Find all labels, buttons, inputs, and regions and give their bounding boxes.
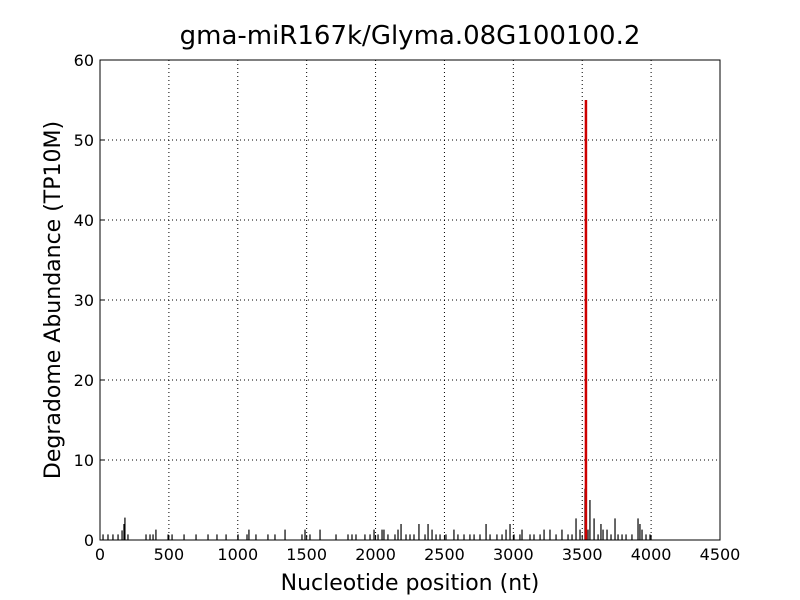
x-tick-label: 2500 [424,545,465,564]
x-tick-label: 4500 [700,545,741,564]
x-tick-label: 4000 [631,545,672,564]
plot-frame [99,59,721,541]
x-axis-label: Nucleotide position (nt) [281,571,540,596]
y-tick-label: 20 [74,371,94,390]
y-tick-label: 30 [74,291,94,310]
x-tick-label: 1000 [217,545,258,564]
x-tick-label: 1500 [286,545,327,564]
x-tick-label: 500 [154,545,185,564]
y-axis-label: Degradome Abundance (TP10M) [41,121,66,479]
x-tick-label: 0 [95,545,105,564]
x-tick-label: 2000 [355,545,396,564]
y-tick-label: 50 [74,131,94,150]
y-tick-label: 40 [74,211,94,230]
chart-title: gma-miR167k/Glyma.08G100100.2 [180,21,641,51]
y-tick-label: 60 [74,51,94,70]
y-tick-label: 10 [74,451,94,470]
x-tick-label: 3500 [562,545,603,564]
x-tick-label: 3000 [493,545,534,564]
y-tick-label: 0 [84,531,94,550]
